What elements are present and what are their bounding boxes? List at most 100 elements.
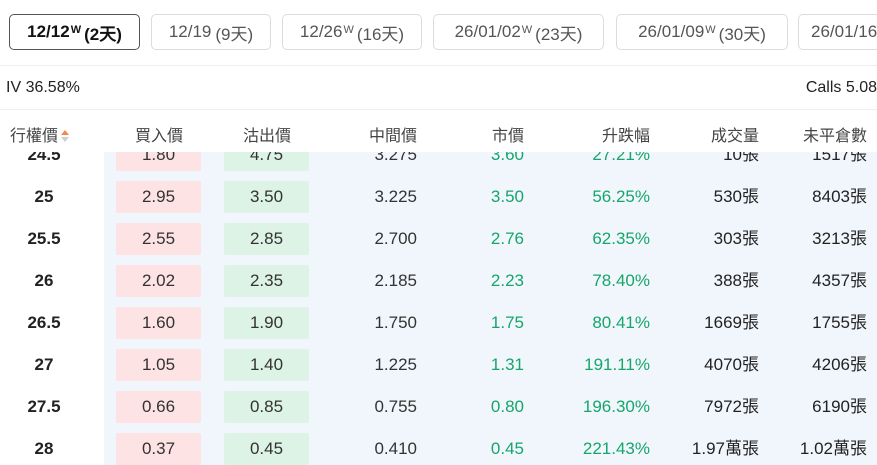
strike-price: 25 xyxy=(34,187,54,206)
strike-column-background xyxy=(0,152,104,465)
mid-price: 2.700 xyxy=(374,229,417,248)
strike-price: 27 xyxy=(34,355,54,374)
change-percent: 56.25% xyxy=(592,187,650,206)
expiry-tab-3[interactable]: 26/01/02 W (23天) xyxy=(433,14,604,50)
ask-price[interactable]: 3.50 xyxy=(224,181,309,213)
expiry-tab-date: 26/01/02 xyxy=(454,22,521,41)
expiry-tab-4[interactable]: 26/01/09 W (30天) xyxy=(616,14,788,50)
strike-price: 25.5 xyxy=(27,229,61,248)
last-price: 0.45 xyxy=(490,439,524,458)
open-interest: 6190張 xyxy=(812,397,867,416)
table-row[interactable]: 25 2.95 3.50 3.225 3.50 56.25% 530張 8403… xyxy=(0,176,877,218)
weekly-mark: W xyxy=(705,24,716,36)
ask-price[interactable]: 0.85 xyxy=(224,391,309,423)
column-header-change[interactable]: 升跌幅 xyxy=(601,128,650,145)
change-percent: 27.21% xyxy=(592,152,650,164)
mid-price: 1.750 xyxy=(374,313,417,332)
expiry-tab-bar: 12/12 W (2天) 12/19 (9天) 12/26 W (16天) 26/01/0… xyxy=(0,0,877,66)
change-percent: 80.41% xyxy=(592,313,650,332)
table-row[interactable]: 26 2.02 2.35 2.185 2.23 78.40% 388張 4357… xyxy=(0,260,877,302)
expiry-tab-5[interactable]: 26/01/16 xyxy=(798,14,877,50)
expiry-tab-days: (2天) xyxy=(84,24,122,44)
weekly-mark: W xyxy=(521,24,533,36)
expiry-tab-0[interactable]: 12/12 W (2天) xyxy=(9,14,140,50)
volume: 1.97萬張 xyxy=(691,439,759,458)
last-price: 3.60 xyxy=(490,152,524,164)
summary-bar: IV 36.58% Calls 5.08 xyxy=(0,66,877,110)
bid-price[interactable]: 1.05 xyxy=(116,349,201,381)
expiry-tab-date: 12/12 xyxy=(27,22,70,41)
expiry-tab-days: (30天) xyxy=(718,24,766,44)
ask-price[interactable]: 2.35 xyxy=(224,265,309,297)
expiry-tab-date: 26/01/16 xyxy=(811,22,877,41)
change-percent: 191.11% xyxy=(584,355,650,374)
mid-price: 1.225 xyxy=(374,355,417,374)
bid-price[interactable]: 2.95 xyxy=(116,181,201,213)
strike-price: 27.5 xyxy=(27,397,61,416)
sort-up-down-icon[interactable] xyxy=(61,130,70,142)
expiry-tab-date: 12/19 xyxy=(168,22,212,41)
bid-price[interactable]: 2.55 xyxy=(116,223,201,255)
column-header-ask[interactable]: 沽出價 xyxy=(243,128,292,145)
ask-price[interactable]: 1.90 xyxy=(224,307,309,339)
bid-price[interactable]: 0.37 xyxy=(116,433,201,465)
volume: 303張 xyxy=(713,229,759,248)
table-row[interactable]: 26.5 1.60 1.90 1.750 1.75 80.41% 1669張 1… xyxy=(0,302,877,344)
strike-price: 28 xyxy=(34,439,54,458)
open-interest: 3213張 xyxy=(812,229,867,248)
volume: 10張 xyxy=(723,152,759,164)
mid-price: 2.185 xyxy=(374,271,417,290)
change-percent: 62.35% xyxy=(592,229,650,248)
mid-price: 3.225 xyxy=(374,187,417,206)
options-table-body[interactable]: 24.5 1.80 4.75 3.275 3.60 27.21% 10張 151… xyxy=(0,152,877,465)
expiry-tab-date: 26/01/09 xyxy=(638,22,705,41)
last-price: 1.75 xyxy=(490,313,524,332)
volume: 530張 xyxy=(713,187,759,206)
last-price: 3.50 xyxy=(490,187,524,206)
table-row[interactable]: 27.5 0.66 0.85 0.755 0.80 196.30% 7972張 … xyxy=(0,386,877,428)
expiry-tab-days: (16天) xyxy=(356,24,405,44)
open-interest: 1.02萬張 xyxy=(799,439,867,458)
expiry-tab-2[interactable]: 12/26 W (16天) xyxy=(282,14,422,50)
last-price: 1.31 xyxy=(490,355,524,374)
strike-price: 26.5 xyxy=(27,313,61,332)
ask-price[interactable]: 4.75 xyxy=(224,152,309,171)
ask-price[interactable]: 0.45 xyxy=(224,433,309,465)
bid-price[interactable]: 1.80 xyxy=(116,152,201,171)
change-percent: 78.40% xyxy=(592,271,650,290)
column-header-strike[interactable]: 行權價 xyxy=(10,122,70,146)
expiry-tab-days: (23天) xyxy=(535,24,583,44)
mid-price: 3.275 xyxy=(374,152,417,164)
ask-price[interactable]: 2.85 xyxy=(224,223,309,255)
table-row[interactable]: 28 0.37 0.45 0.410 0.45 221.43% 1.97萬張 1… xyxy=(0,428,877,465)
table-row[interactable]: 27 1.05 1.40 1.225 1.31 191.11% 4070張 42… xyxy=(0,344,877,386)
bid-price[interactable]: 2.02 xyxy=(116,265,201,297)
mid-price: 0.755 xyxy=(374,397,417,416)
open-interest: 8403張 xyxy=(812,187,867,206)
open-interest: 1755張 xyxy=(812,313,867,332)
open-interest: 1517張 xyxy=(812,152,867,164)
column-header-mid[interactable]: 中間價 xyxy=(368,128,417,145)
column-header-last[interactable]: 市價 xyxy=(491,128,524,145)
volume: 388張 xyxy=(713,271,759,290)
table-header: 行權價 買入價 沽出價 中間價 市價 升跌幅 成交量 未平倉數 xyxy=(0,110,877,152)
expiry-tab-1[interactable]: 12/19 (9天) xyxy=(151,14,271,50)
weekly-mark: W xyxy=(343,24,354,36)
last-price: 2.23 xyxy=(490,271,524,290)
expiry-tab-date: 12/26 xyxy=(299,22,343,41)
open-interest: 4357張 xyxy=(812,271,867,290)
last-price: 0.80 xyxy=(490,397,524,416)
mid-price: 0.410 xyxy=(374,439,417,458)
last-price: 2.76 xyxy=(490,229,524,248)
column-header-open-interest[interactable]: 未平倉數 xyxy=(802,128,867,145)
weekly-mark: W xyxy=(70,24,82,36)
column-header-volume[interactable]: 成交量 xyxy=(710,128,759,145)
implied-volatility: IV 36.58% xyxy=(6,79,80,96)
change-percent: 221.43% xyxy=(582,439,650,458)
ask-price[interactable]: 1.40 xyxy=(224,349,309,381)
table-row[interactable]: 24.5 1.80 4.75 3.275 3.60 27.21% 10張 151… xyxy=(0,152,877,176)
bid-price[interactable]: 1.60 xyxy=(116,307,201,339)
column-header-bid[interactable]: 買入價 xyxy=(135,128,184,145)
bid-price[interactable]: 0.66 xyxy=(116,391,201,423)
table-row[interactable]: 25.5 2.55 2.85 2.700 2.76 62.35% 303張 32… xyxy=(0,218,877,260)
